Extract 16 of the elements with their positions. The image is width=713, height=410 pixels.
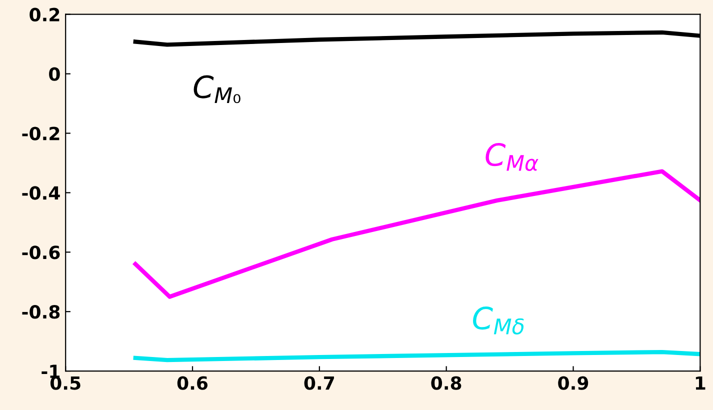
y-tick-label: -0.6 <box>22 246 60 260</box>
y-tick-label: 0 <box>49 67 60 81</box>
line-series <box>133 350 700 362</box>
x-tick-label: 0.9 <box>558 376 588 390</box>
x-tick-label: 1 <box>696 376 706 390</box>
y-tick-label: -0.8 <box>22 305 60 319</box>
y-tick-label: -0.4 <box>22 186 60 200</box>
y-tick-label: -0.2 <box>22 126 60 140</box>
line-series <box>133 169 700 299</box>
x-tick-label: 0.6 <box>177 376 208 390</box>
series-label: C$_{M₀}$ <box>194 75 240 104</box>
series-label: C$_{Mδ}$ <box>473 306 524 335</box>
y-tick-label: 0.2 <box>30 8 60 22</box>
x-tick-label: 0.8 <box>431 376 462 390</box>
x-tick-label: 0.7 <box>304 376 334 390</box>
series-label: C$_{Mα}$ <box>486 143 538 171</box>
